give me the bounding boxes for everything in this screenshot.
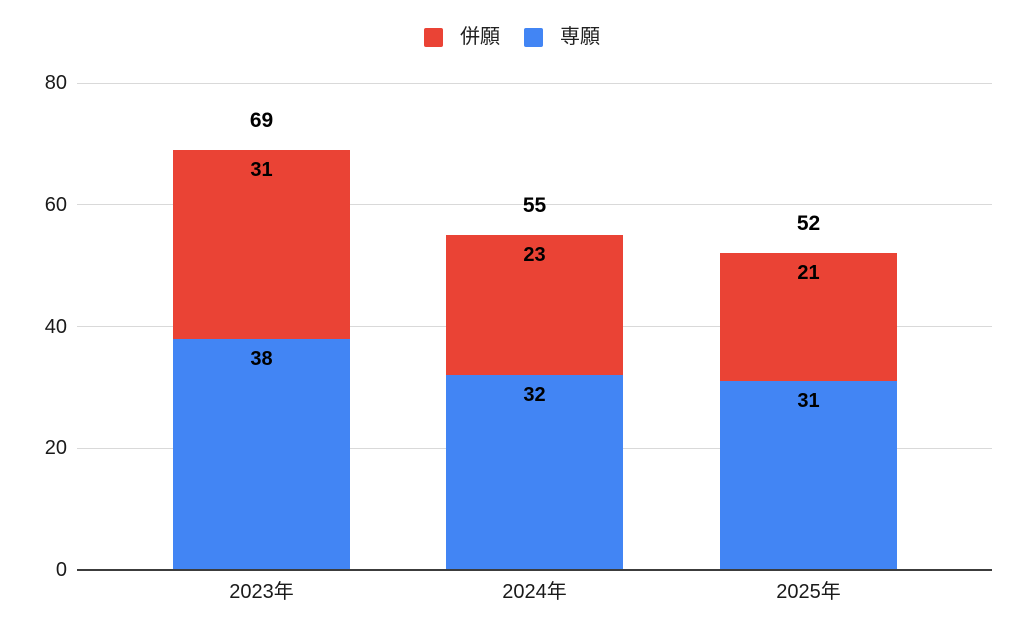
bar-total-label: 52 [796, 212, 821, 236]
x-axis-label: 2024年 [502, 581, 567, 603]
y-axis-tick-label: 20 [44, 437, 67, 460]
legend-swatch-icon [524, 27, 543, 47]
y-axis-tick-label: 40 [44, 315, 67, 338]
y-axis-tick-label: 0 [55, 559, 67, 581]
segment-value-label: 32 [523, 384, 546, 407]
bar-segment: 32 [446, 375, 623, 570]
x-axis-line [77, 569, 992, 571]
x-axis-label: 2025年 [776, 581, 841, 603]
segment-value-label: 31 [797, 390, 820, 413]
bar-total-label: 55 [522, 194, 547, 218]
bar-segment: 21 [720, 253, 897, 382]
legend-label: 専願 [560, 26, 600, 48]
segment-value-label: 21 [797, 262, 820, 285]
segment-value-label: 38 [250, 347, 273, 370]
chart-legend: 併願 専願 [0, 27, 1024, 47]
bar-segment: 23 [446, 235, 623, 376]
legend-swatch-icon [424, 27, 443, 47]
bar-segment: 31 [720, 381, 897, 570]
bar-total-label: 69 [249, 108, 274, 132]
legend-item: 専願 [524, 27, 600, 47]
legend-label: 併願 [460, 26, 500, 48]
segment-value-label: 23 [523, 244, 546, 267]
segment-value-label: 31 [250, 158, 273, 181]
x-axis-label: 2023年 [229, 581, 294, 603]
gridline [77, 82, 992, 84]
bar-segment: 38 [173, 338, 350, 570]
y-axis-tick-label: 60 [44, 193, 67, 216]
gridline [77, 204, 992, 206]
legend-item: 併願 [424, 27, 500, 47]
bar-segment: 31 [173, 149, 350, 339]
y-axis-tick-label: 80 [44, 72, 67, 94]
